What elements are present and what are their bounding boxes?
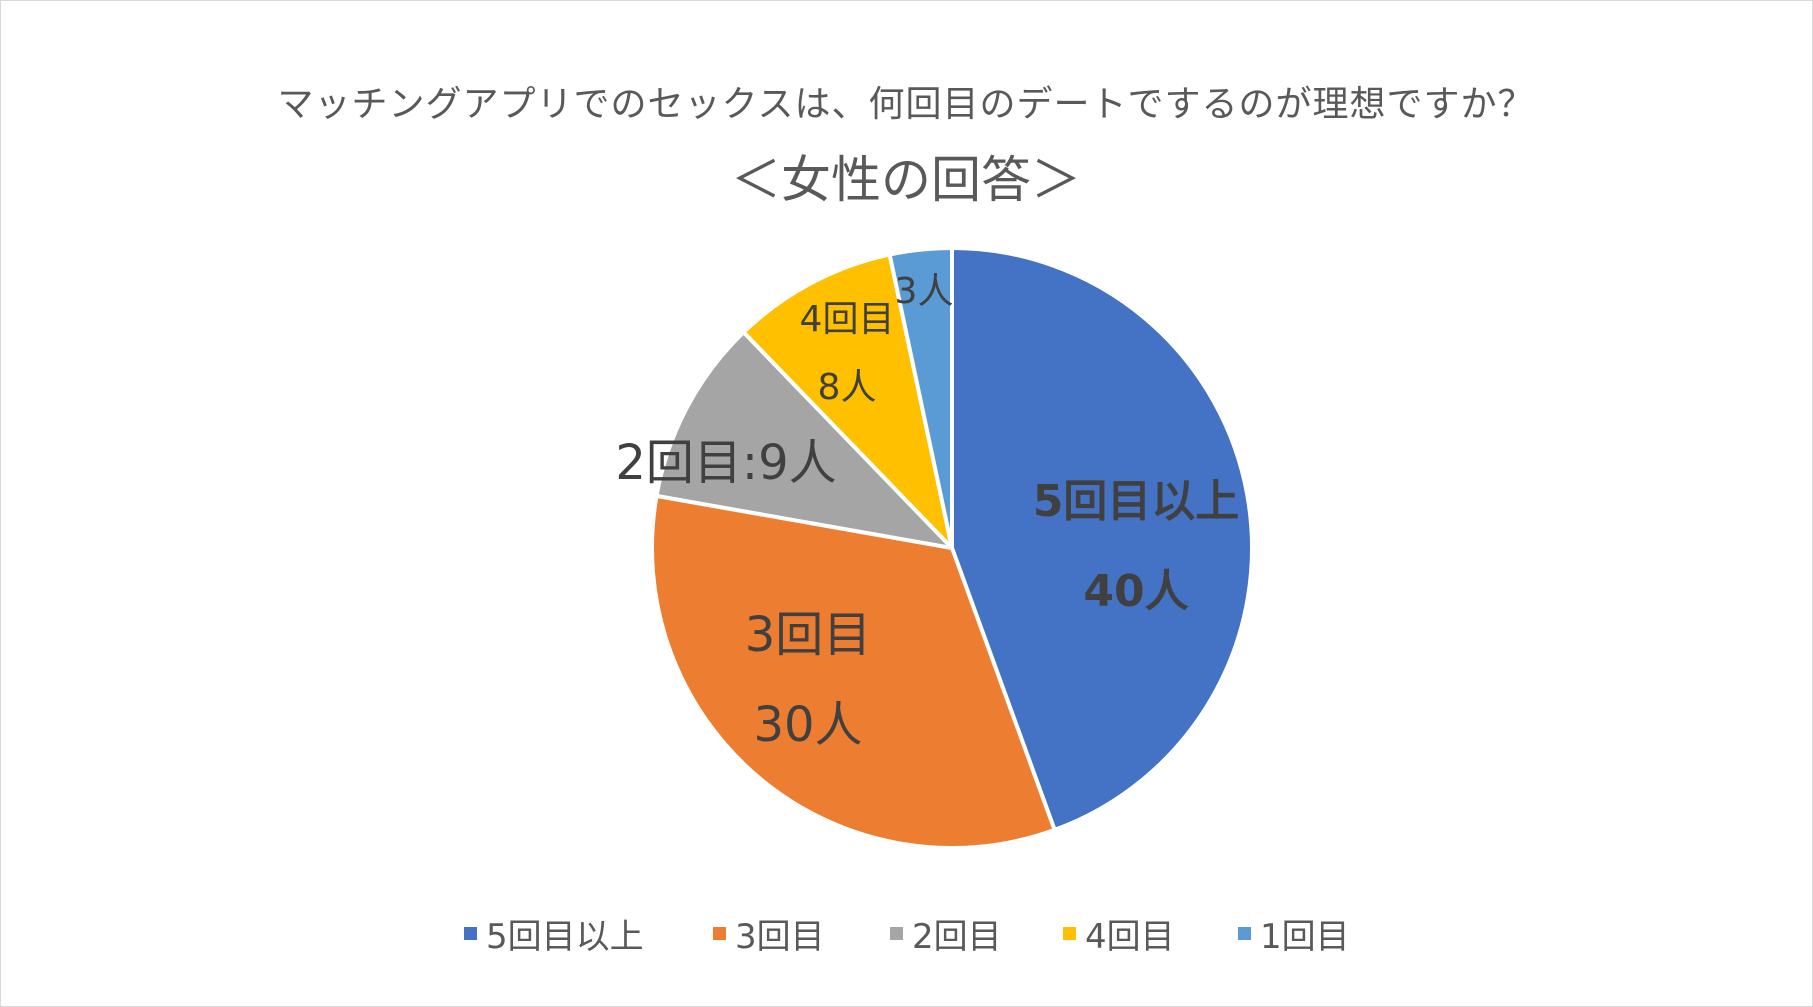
pie-slice-5 xyxy=(887,246,954,550)
legend-label-5: 1回目 xyxy=(1260,917,1350,957)
legend-marker-1 xyxy=(464,927,477,940)
legend-label-4: 4回目 xyxy=(1085,917,1175,957)
legend-marker-5 xyxy=(1238,927,1251,940)
pie-slice-1 xyxy=(950,246,1254,832)
legend-marker-2 xyxy=(713,927,726,940)
legend-marker-3 xyxy=(890,927,903,940)
chart-subtitle: ＜女性の回答＞ xyxy=(731,151,1081,209)
data-label-4-line-1: 4回目 xyxy=(800,299,895,340)
data-label-4-line-2: 8人 xyxy=(818,367,877,408)
legend: 5回目以上 3回目 2回目 4回目 1回目 xyxy=(464,917,1350,957)
data-labels: 5回目以上 40人 3回目 30人 2回目:9人 4回目 8人 3人 xyxy=(615,271,1239,753)
data-label-1-line-1: 5回目以上 xyxy=(1033,476,1240,527)
data-label-2-line-2: 30人 xyxy=(753,697,862,753)
data-label-5-line-1: 3人 xyxy=(895,271,954,312)
legend-marker-4 xyxy=(1063,927,1076,940)
pie-slice-2 xyxy=(650,493,1057,850)
data-label-1-line-2: 40人 xyxy=(1083,566,1188,617)
pie-slice-4 xyxy=(741,252,954,550)
pie-slices xyxy=(650,246,1254,850)
pie-slice-3 xyxy=(654,330,954,550)
chart-title: マッチングアプリでのセックスは、何回目のデートでするのが理想ですか？ xyxy=(278,84,1535,125)
legend-label-3: 2回目 xyxy=(912,917,1002,957)
legend-label-1: 5回目以上 xyxy=(486,917,644,957)
data-label-3-line-1: 2回目:9人 xyxy=(615,435,836,491)
data-label-2-line-1: 3回目 xyxy=(745,607,872,663)
legend-label-2: 3回目 xyxy=(735,917,825,957)
